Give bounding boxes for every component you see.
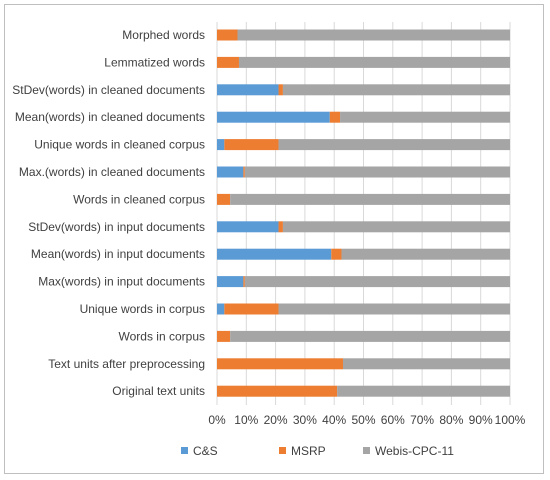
category-label: Text units after preprocessing xyxy=(48,357,205,371)
bar-segment xyxy=(329,111,341,123)
bar-segment xyxy=(244,166,510,178)
bar-segment xyxy=(224,139,279,151)
bar-segment xyxy=(230,193,510,205)
bar-segment xyxy=(331,248,342,260)
category-label: StDev(words) in cleaned documents xyxy=(12,83,205,97)
category-label: Words in corpus xyxy=(119,329,205,343)
bar-segment xyxy=(342,358,510,370)
bar-segment xyxy=(337,385,510,397)
bar-segment xyxy=(237,29,510,41)
bar-segment xyxy=(224,303,279,315)
legend-swatch xyxy=(279,447,286,454)
bar-segment xyxy=(243,166,245,178)
bar-segment xyxy=(244,276,510,288)
category-label: Max(words) in input documents xyxy=(38,275,205,289)
category-label: Mean(words) in input documents xyxy=(31,247,205,261)
category-label: Morphed words xyxy=(122,28,205,42)
legend-label: Webis-CPC-11 xyxy=(375,444,454,458)
bar-segment xyxy=(278,303,510,315)
category-label: Mean(words) in cleaned documents xyxy=(15,110,205,124)
bar-segment xyxy=(282,221,510,233)
bar-segment xyxy=(230,330,510,342)
x-tick-label: 10% xyxy=(234,413,258,427)
category-label: Words in cleaned corpus xyxy=(73,192,205,206)
category-label: StDev(words) in input documents xyxy=(28,220,205,234)
bar-segment xyxy=(217,193,231,205)
x-tick-label: 60% xyxy=(381,413,405,427)
x-tick-label: 90% xyxy=(469,413,493,427)
x-tick-label: 30% xyxy=(293,413,317,427)
legend-swatch xyxy=(181,447,188,454)
x-tick-label: 20% xyxy=(264,413,288,427)
bar-segment xyxy=(217,56,239,68)
bar-segment xyxy=(217,139,225,151)
bar-segment xyxy=(278,84,283,96)
bar-segment xyxy=(217,111,330,123)
bar-segment xyxy=(217,166,244,178)
bar-segment xyxy=(278,139,510,151)
bar-segment xyxy=(217,84,279,96)
bar-segment xyxy=(340,111,510,123)
category-label: Lemmatized words xyxy=(104,55,205,69)
bar-segment xyxy=(217,303,225,315)
bars xyxy=(217,29,510,397)
x-tick-label: 80% xyxy=(439,413,463,427)
legend: C&S MSRP Webis-CPC-11 xyxy=(181,444,454,458)
x-tick-label: 0% xyxy=(208,413,226,427)
category-labels: Morphed words Lemmatized words StDev(words… xyxy=(12,28,205,398)
x-axis-ticks: 0% 10% 20% 30% 40% 50% 60% 70% 80% 90% 100% xyxy=(208,413,525,427)
category-label: Original text units xyxy=(112,384,205,398)
legend-label: MSRP xyxy=(291,444,326,458)
bar-segment xyxy=(217,358,343,370)
bar-segment xyxy=(217,276,244,288)
bar-segment xyxy=(243,276,245,288)
category-label: Unique words in corpus xyxy=(80,302,205,316)
bar-segment xyxy=(238,56,510,68)
x-tick-label: 70% xyxy=(410,413,434,427)
x-tick-label: 100% xyxy=(495,413,526,427)
category-label: Unique words in cleaned corpus xyxy=(34,138,205,152)
gridlines xyxy=(216,22,511,405)
bar-segment xyxy=(282,84,510,96)
bar-segment xyxy=(217,248,332,260)
bar-segment xyxy=(278,221,283,233)
bar-segment xyxy=(217,385,338,397)
x-tick-label: 50% xyxy=(351,413,375,427)
bar-segment xyxy=(341,248,510,260)
x-tick-label: 40% xyxy=(322,413,346,427)
bar-segment xyxy=(217,29,238,41)
bar-segment xyxy=(217,221,279,233)
bar-segment xyxy=(217,330,231,342)
legend-swatch xyxy=(363,447,370,454)
legend-label: C&S xyxy=(193,444,218,458)
category-label: Max.(words) in cleaned documents xyxy=(19,165,205,179)
